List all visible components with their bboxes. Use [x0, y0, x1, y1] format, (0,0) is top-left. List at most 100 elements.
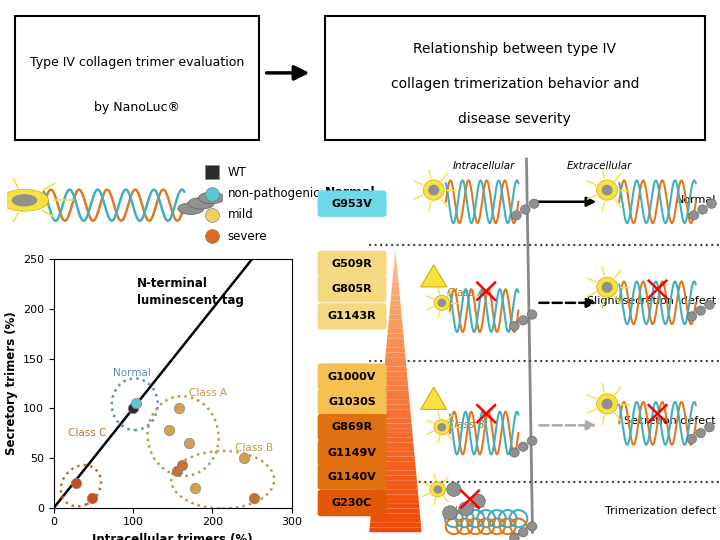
Circle shape: [429, 185, 438, 195]
Polygon shape: [389, 315, 402, 319]
Polygon shape: [384, 372, 408, 376]
Circle shape: [511, 211, 521, 220]
Circle shape: [12, 195, 37, 206]
Circle shape: [423, 180, 444, 200]
Text: G1140V: G1140V: [328, 471, 377, 482]
Text: Class A: Class A: [447, 288, 485, 298]
Circle shape: [518, 316, 528, 325]
Circle shape: [698, 205, 708, 214]
Y-axis label: Secretory trimers (%): Secretory trimers (%): [4, 312, 17, 455]
FancyBboxPatch shape: [318, 414, 387, 441]
Circle shape: [689, 211, 698, 220]
Text: G1000V: G1000V: [328, 372, 377, 382]
Polygon shape: [387, 338, 404, 343]
Circle shape: [0, 190, 49, 211]
Text: Secretion defect: Secretion defect: [624, 416, 716, 427]
Text: Class C: Class C: [447, 506, 485, 516]
Polygon shape: [379, 418, 412, 423]
Text: G1143R: G1143R: [328, 312, 377, 321]
Circle shape: [527, 436, 537, 446]
Polygon shape: [387, 334, 404, 338]
FancyBboxPatch shape: [318, 303, 387, 329]
Polygon shape: [385, 353, 405, 357]
Polygon shape: [395, 248, 396, 253]
Polygon shape: [392, 281, 399, 286]
Polygon shape: [371, 509, 420, 514]
Polygon shape: [373, 485, 418, 490]
FancyBboxPatch shape: [318, 440, 387, 465]
Polygon shape: [388, 324, 403, 329]
Circle shape: [438, 299, 446, 306]
Circle shape: [602, 282, 612, 292]
FancyBboxPatch shape: [318, 191, 387, 217]
Text: Extracellular: Extracellular: [567, 161, 631, 171]
Circle shape: [459, 502, 473, 516]
Polygon shape: [391, 291, 400, 296]
Polygon shape: [374, 480, 418, 485]
Text: G869R: G869R: [331, 422, 373, 432]
Text: G1030S: G1030S: [328, 397, 376, 407]
Circle shape: [438, 424, 446, 431]
Text: Relationship between type IV: Relationship between type IV: [413, 42, 616, 56]
FancyBboxPatch shape: [318, 251, 387, 277]
Text: G509R: G509R: [332, 259, 372, 269]
Circle shape: [521, 205, 530, 214]
Circle shape: [707, 199, 716, 208]
Polygon shape: [394, 262, 397, 267]
Circle shape: [705, 423, 714, 432]
Circle shape: [510, 321, 519, 331]
Polygon shape: [383, 381, 408, 386]
Text: Slight secretion  defect: Slight secretion defect: [587, 296, 716, 306]
Text: N-terminal
luminescent tag: N-terminal luminescent tag: [137, 276, 244, 307]
Polygon shape: [390, 305, 401, 310]
Text: G805R: G805R: [332, 284, 372, 294]
Polygon shape: [379, 428, 413, 433]
Polygon shape: [372, 495, 418, 499]
Circle shape: [434, 295, 450, 310]
FancyBboxPatch shape: [318, 276, 387, 302]
Polygon shape: [381, 400, 410, 404]
Polygon shape: [388, 319, 402, 324]
Text: by NanoLuc®: by NanoLuc®: [94, 102, 180, 114]
Polygon shape: [382, 386, 408, 390]
Text: G953V: G953V: [332, 199, 372, 208]
Circle shape: [430, 482, 446, 497]
FancyBboxPatch shape: [318, 389, 387, 415]
Circle shape: [510, 534, 519, 540]
Polygon shape: [390, 300, 400, 305]
Circle shape: [434, 486, 441, 493]
Polygon shape: [382, 390, 409, 395]
Circle shape: [696, 306, 706, 315]
Circle shape: [696, 428, 706, 438]
Polygon shape: [383, 376, 408, 381]
Circle shape: [199, 192, 225, 204]
Circle shape: [446, 482, 461, 496]
FancyBboxPatch shape: [325, 16, 705, 140]
Polygon shape: [394, 258, 397, 262]
Circle shape: [434, 420, 450, 435]
Circle shape: [527, 310, 537, 319]
Text: Normal: Normal: [675, 195, 716, 205]
Text: Class B: Class B: [447, 420, 485, 430]
Circle shape: [178, 203, 204, 214]
Polygon shape: [420, 265, 446, 287]
Circle shape: [518, 442, 528, 451]
Text: Type IV collagen trimer evaluation: Type IV collagen trimer evaluation: [30, 56, 244, 69]
Text: Class C: Class C: [68, 428, 107, 438]
Circle shape: [705, 300, 714, 309]
Circle shape: [602, 399, 612, 409]
Polygon shape: [375, 461, 415, 466]
Polygon shape: [371, 514, 420, 518]
Polygon shape: [392, 286, 400, 291]
Polygon shape: [376, 456, 415, 461]
Polygon shape: [377, 452, 415, 456]
Circle shape: [687, 312, 697, 321]
Polygon shape: [379, 423, 412, 428]
FancyBboxPatch shape: [318, 463, 387, 490]
Polygon shape: [385, 357, 406, 362]
Polygon shape: [395, 253, 396, 258]
Polygon shape: [373, 490, 418, 495]
Text: WT: WT: [228, 166, 246, 179]
Text: G230C: G230C: [332, 498, 372, 508]
Polygon shape: [384, 367, 407, 372]
